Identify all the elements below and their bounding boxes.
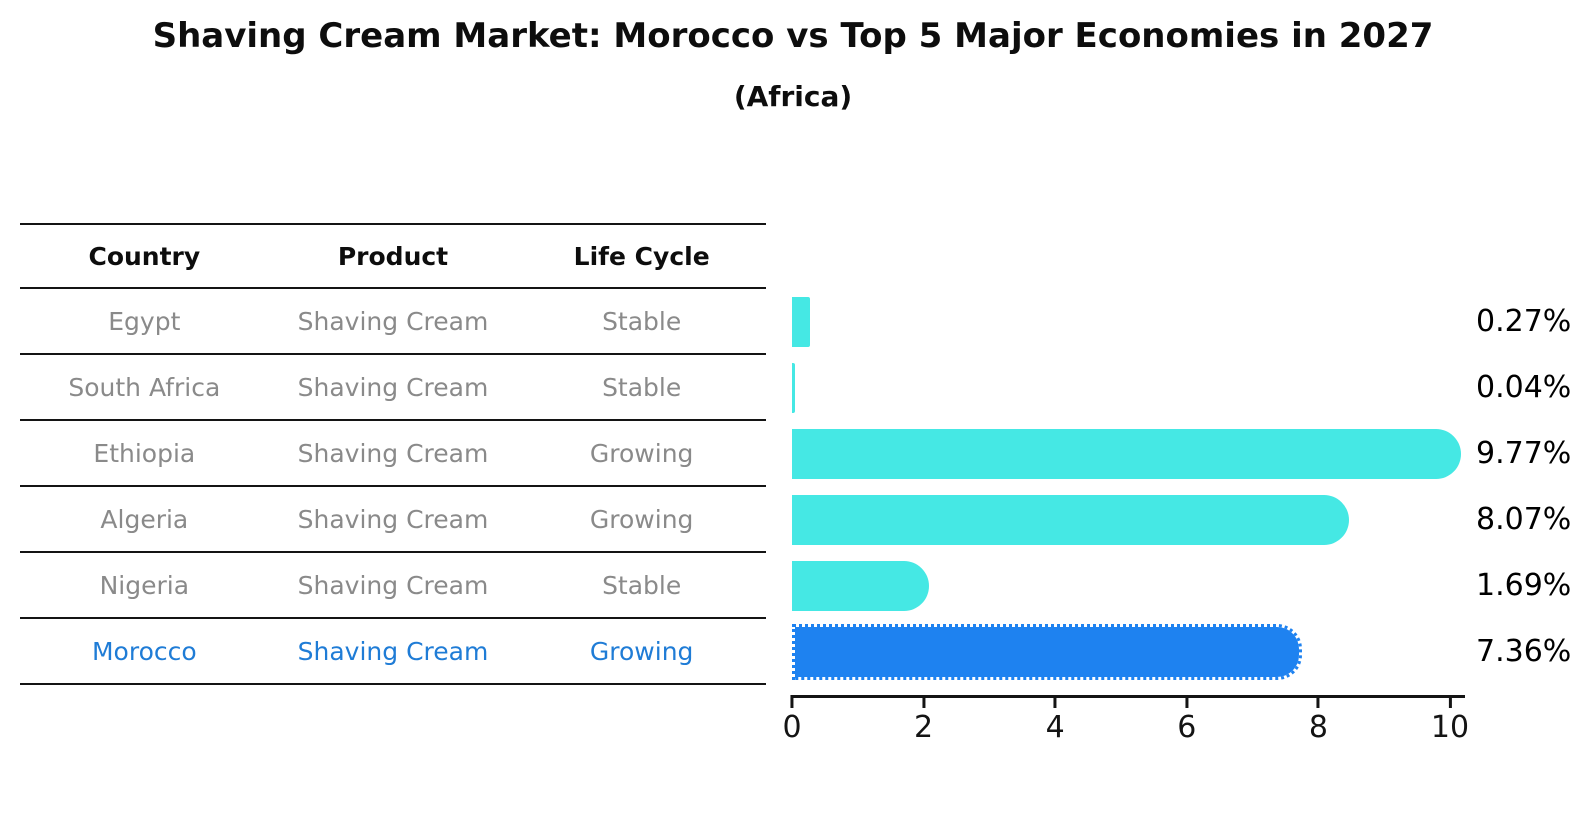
life-cycle-cell: Growing	[589, 636, 694, 666]
table-row-ethiopia: Ethiopia Shaving Cream Growing	[20, 421, 766, 487]
country-cell: South Africa	[68, 372, 221, 402]
value-label-nigeria: 1.69%	[1476, 568, 1572, 603]
bar-row-nigeria	[792, 553, 1472, 619]
product-cell: Shaving Cream	[297, 372, 489, 402]
bar-algeria	[792, 495, 1349, 545]
x-axis-tick-10: 10	[1431, 695, 1469, 745]
bar-row-egypt	[792, 289, 1472, 355]
country-cell: Ethiopia	[93, 438, 196, 468]
x-axis-tick-8: 8	[1309, 695, 1328, 745]
x-axis-tick-6: 6	[1177, 695, 1196, 745]
product-cell: Shaving Cream	[297, 438, 489, 468]
value-label-morocco: 7.36%	[1476, 634, 1572, 669]
table-row-south-africa: South Africa Shaving Cream Stable	[20, 355, 766, 421]
country-table: Country Product Life Cycle Egypt Shaving…	[20, 223, 766, 685]
value-label-algeria: 8.07%	[1476, 502, 1572, 537]
life-cycle-cell: Stable	[602, 570, 682, 600]
bar-plot-area	[792, 289, 1472, 685]
table-row-algeria: Algeria Shaving Cream Growing	[20, 487, 766, 553]
column-header-life-cycle: Life Cycle	[573, 241, 710, 271]
life-cycle-cell: Stable	[602, 372, 682, 402]
tick-mark	[1316, 695, 1320, 708]
x-axis-tick-4: 4	[1046, 695, 1065, 745]
bar-south-africa	[792, 363, 795, 413]
country-cell: Algeria	[100, 504, 189, 534]
product-cell: Shaving Cream	[297, 306, 489, 336]
bar-row-south-africa	[792, 355, 1472, 421]
table-row-egypt: Egypt Shaving Cream Stable	[20, 289, 766, 355]
bar-row-ethiopia	[792, 421, 1472, 487]
tick-label: 4	[1045, 710, 1065, 745]
tick-label: 10	[1430, 710, 1470, 745]
country-cell: Egypt	[108, 306, 181, 336]
x-axis-line	[792, 695, 1465, 698]
tick-label: 0	[782, 710, 802, 745]
column-header-product: Product	[337, 241, 449, 271]
country-cell: Nigeria	[99, 570, 190, 600]
table-header-row: Country Product Life Cycle	[20, 223, 766, 289]
tick-label: 2	[914, 710, 934, 745]
life-cycle-cell: Growing	[589, 438, 694, 468]
bar-morocco-highlighted	[792, 624, 1303, 680]
value-label-ethiopia: 9.77%	[1476, 436, 1572, 471]
life-cycle-cell: Stable	[602, 306, 682, 336]
tick-label: 6	[1177, 710, 1197, 745]
table-row-nigeria: Nigeria Shaving Cream Stable	[20, 553, 766, 619]
column-header-country: Country	[88, 241, 201, 271]
life-cycle-cell: Growing	[589, 504, 694, 534]
bar-ethiopia	[792, 429, 1461, 479]
chart-subtitle: (Africa)	[733, 80, 853, 113]
product-cell: Shaving Cream	[297, 504, 489, 534]
value-labels: 0.27% 0.04% 9.77% 8.07% 1.69% 7.36%	[1476, 289, 1571, 685]
tick-mark	[1053, 695, 1057, 708]
bar-row-algeria	[792, 487, 1472, 553]
bar-egypt	[792, 297, 810, 347]
bar-row-morocco	[792, 619, 1472, 685]
country-cell: Morocco	[91, 636, 197, 666]
tick-mark	[922, 695, 926, 708]
tick-mark	[790, 695, 794, 708]
x-axis-tick-0: 0	[782, 695, 802, 745]
value-label-south-africa: 0.04%	[1476, 370, 1572, 405]
x-axis-tick-2: 2	[914, 695, 933, 745]
tick-label: 8	[1308, 710, 1328, 745]
value-label-egypt: 0.27%	[1476, 304, 1572, 339]
product-cell: Shaving Cream	[297, 636, 489, 666]
product-cell: Shaving Cream	[297, 570, 489, 600]
bar-nigeria	[792, 561, 930, 611]
table-row-morocco: Morocco Shaving Cream Growing	[20, 619, 766, 685]
chart-title: Shaving Cream Market: Morocco vs Top 5 M…	[152, 16, 1434, 56]
tick-mark	[1185, 695, 1189, 708]
tick-mark	[1448, 695, 1452, 708]
